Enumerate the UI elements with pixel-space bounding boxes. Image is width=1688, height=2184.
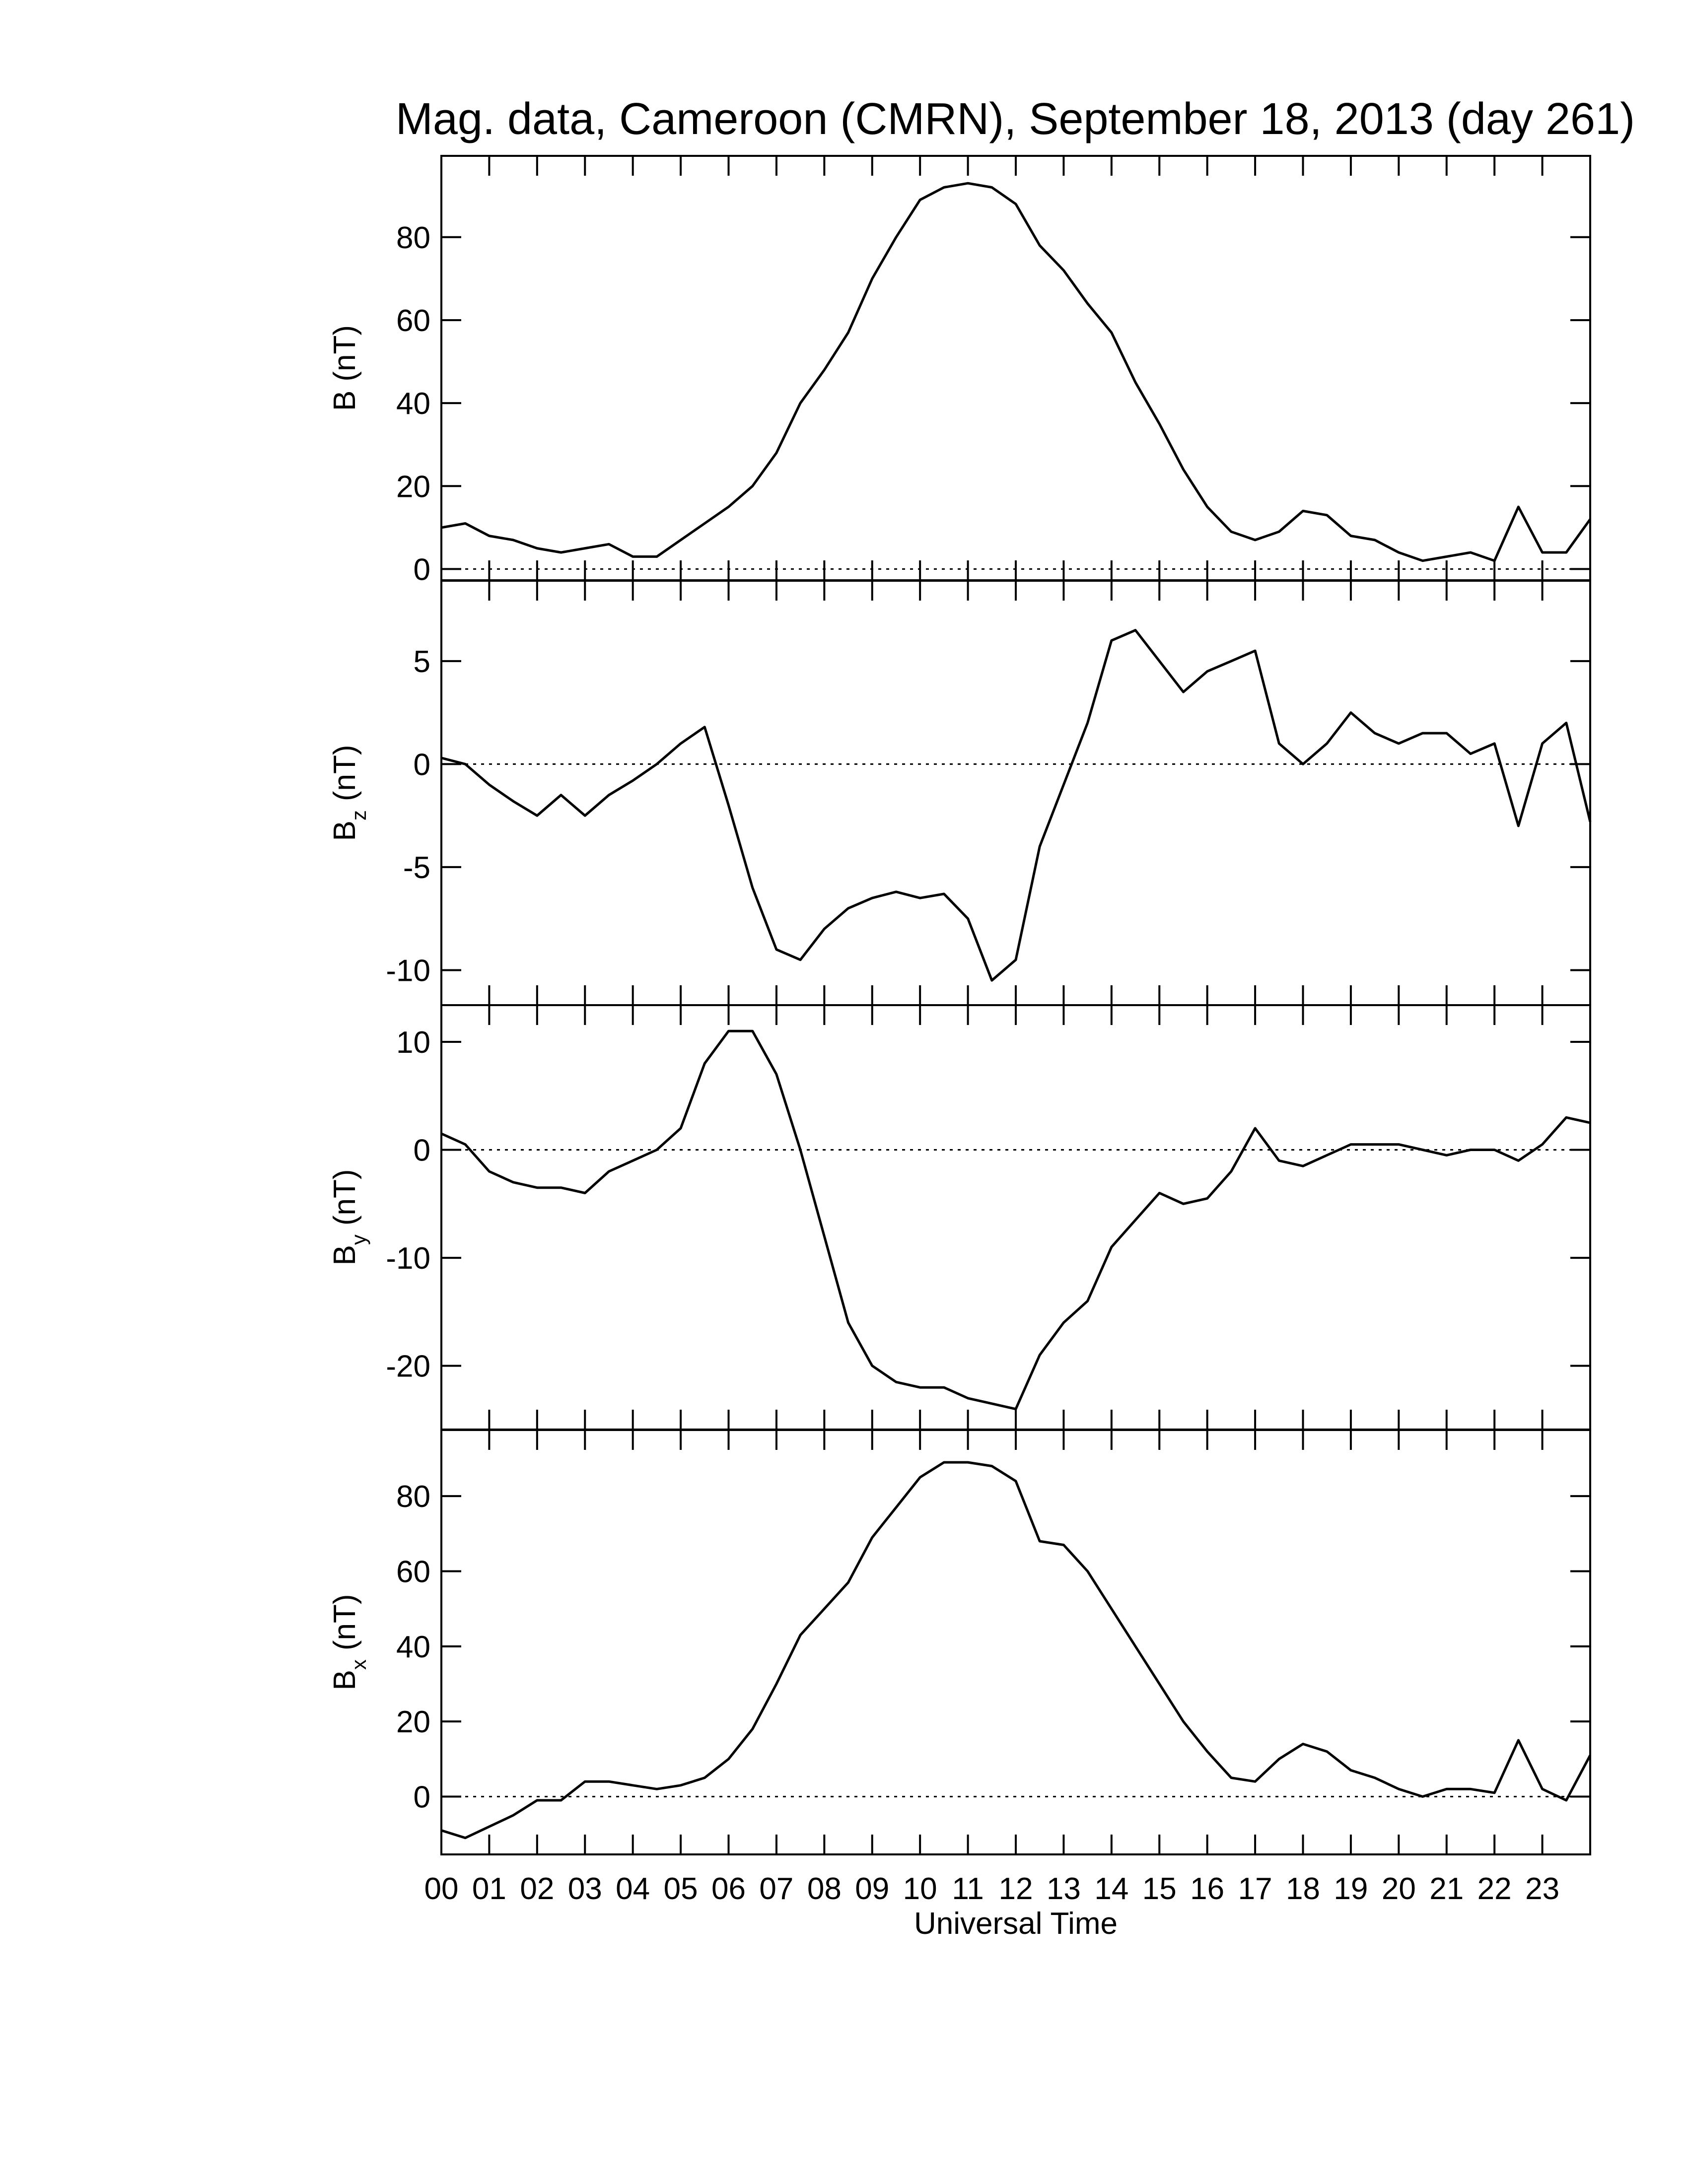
y-label-unit: (nT) bbox=[328, 1169, 362, 1226]
data-line bbox=[440, 1029, 1591, 1411]
x-tick-label: 01 bbox=[472, 1872, 506, 1906]
data-line bbox=[441, 629, 1592, 982]
y-label-symbol: B bbox=[328, 1245, 362, 1265]
y-label-subscript: y bbox=[347, 1234, 370, 1245]
y-tick-label: 40 bbox=[396, 1630, 430, 1664]
y-axis-label: Bz (nT) bbox=[328, 745, 370, 841]
x-tick-label: 17 bbox=[1238, 1872, 1272, 1906]
x-tick-label: 02 bbox=[520, 1872, 554, 1906]
y-tick-label: -20 bbox=[386, 1350, 430, 1384]
x-tick-label: 04 bbox=[616, 1872, 650, 1906]
x-tick-label: 05 bbox=[664, 1872, 698, 1906]
x-tick-label: 13 bbox=[1047, 1872, 1081, 1906]
x-axis-label: Universal Time bbox=[914, 1907, 1118, 1941]
y-tick-label: 40 bbox=[396, 387, 430, 421]
x-tick-label: 19 bbox=[1334, 1872, 1368, 1906]
y-tick-label: 20 bbox=[396, 1705, 430, 1739]
x-tick-label: 22 bbox=[1477, 1872, 1512, 1906]
y-tick-label: 0 bbox=[414, 1780, 430, 1814]
x-tick-label: 23 bbox=[1525, 1872, 1559, 1906]
x-tick-label: 08 bbox=[807, 1872, 842, 1906]
x-tick-label: 12 bbox=[999, 1872, 1033, 1906]
x-tick-label: 15 bbox=[1142, 1872, 1177, 1906]
y-label-symbol: B bbox=[328, 820, 362, 841]
y-axis-label: B (nT) bbox=[328, 325, 362, 411]
y-tick-label: 20 bbox=[396, 470, 430, 504]
x-tick-label: 18 bbox=[1286, 1872, 1320, 1906]
x-tick-label: 06 bbox=[711, 1872, 746, 1906]
x-tick-label: 07 bbox=[759, 1872, 793, 1906]
data-line bbox=[441, 1461, 1592, 1840]
y-axis-label: Bx (nT) bbox=[328, 1594, 370, 1690]
y-label-subscript: x bbox=[347, 1659, 370, 1670]
y-tick-label: 10 bbox=[396, 1025, 430, 1060]
y-axis-label: By (nT) bbox=[328, 1169, 370, 1265]
y-label-subscript: z bbox=[347, 810, 370, 820]
y-tick-label: 0 bbox=[414, 748, 430, 782]
x-tick-label: 16 bbox=[1190, 1872, 1224, 1906]
x-tick-label: 14 bbox=[1094, 1872, 1128, 1906]
chart-title: Mag. data, Cameroon (CMRN), September 18… bbox=[396, 94, 1635, 144]
y-label-unit: (nT) bbox=[328, 745, 362, 801]
x-tick-label: 00 bbox=[424, 1872, 459, 1906]
y-tick-label: -10 bbox=[386, 1241, 430, 1276]
y-label-unit: (nT) bbox=[328, 325, 362, 382]
y-tick-label: 80 bbox=[396, 221, 430, 255]
y-label-unit: (nT) bbox=[328, 1594, 362, 1650]
y-tick-label: 5 bbox=[414, 645, 430, 679]
x-tick-label: 03 bbox=[568, 1872, 602, 1906]
y-tick-label: -5 bbox=[403, 851, 430, 885]
x-tick-label: 09 bbox=[855, 1872, 889, 1906]
y-tick-label: 60 bbox=[396, 304, 430, 338]
y-tick-label: 0 bbox=[414, 552, 430, 587]
y-tick-label: -10 bbox=[386, 954, 430, 988]
y-label-symbol: B bbox=[328, 391, 362, 411]
y-tick-label: 80 bbox=[396, 1480, 430, 1514]
x-tick-label: 11 bbox=[952, 1872, 984, 1906]
x-tick-label: 20 bbox=[1382, 1872, 1416, 1906]
y-tick-label: 60 bbox=[396, 1555, 430, 1589]
x-tick-label: 21 bbox=[1429, 1872, 1464, 1906]
x-tick-label: 10 bbox=[903, 1872, 937, 1906]
y-label-symbol: B bbox=[328, 1670, 362, 1690]
data-line bbox=[441, 182, 1592, 562]
y-tick-label: 0 bbox=[414, 1134, 430, 1168]
